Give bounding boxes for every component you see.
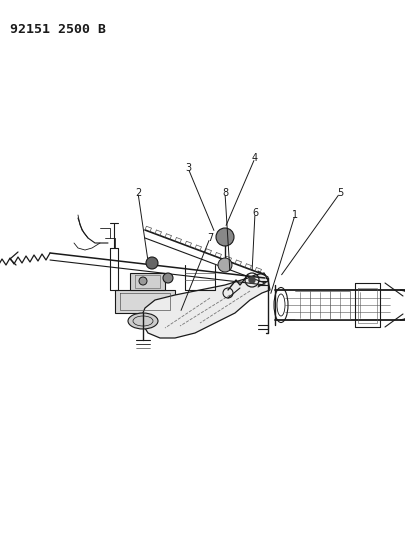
Polygon shape (140, 273, 269, 338)
Circle shape (215, 228, 233, 246)
Circle shape (217, 258, 231, 272)
Text: 6: 6 (252, 208, 258, 218)
Text: 5: 5 (336, 188, 342, 198)
Circle shape (139, 277, 147, 285)
Text: 4: 4 (252, 153, 258, 163)
Text: 3: 3 (185, 163, 191, 173)
Text: 92151 2500 B: 92151 2500 B (10, 23, 106, 36)
Ellipse shape (128, 313, 158, 329)
Polygon shape (115, 290, 175, 313)
Polygon shape (130, 273, 164, 290)
Text: 1: 1 (291, 210, 297, 220)
Text: 7: 7 (207, 233, 213, 243)
Circle shape (248, 277, 254, 283)
Circle shape (162, 273, 173, 283)
Text: 2: 2 (134, 188, 141, 198)
Circle shape (146, 257, 158, 269)
Text: 8: 8 (222, 188, 228, 198)
